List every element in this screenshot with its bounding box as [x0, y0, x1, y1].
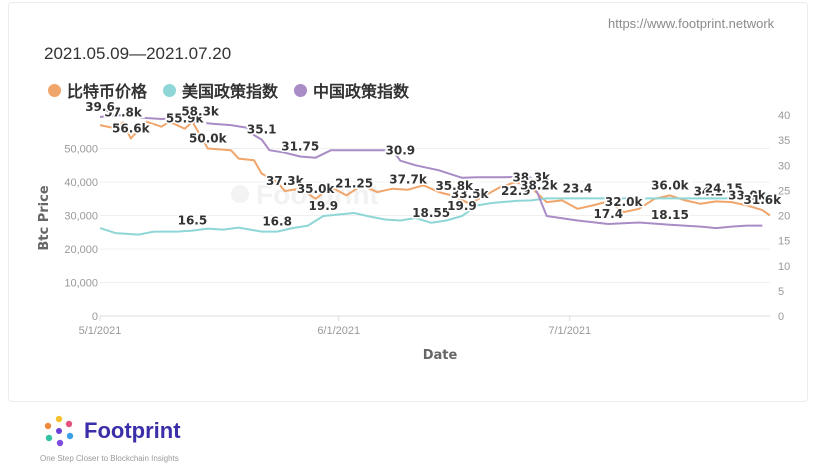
- data-label: 21.25: [335, 177, 373, 191]
- data-label: 39.6: [85, 100, 115, 114]
- data-label: 17.4: [593, 207, 623, 221]
- legend-label-btc-price: 比特币价格: [67, 82, 148, 101]
- y-tick-label: 50,000: [64, 144, 98, 156]
- legend-swatch-us-policy-index: [163, 83, 177, 97]
- watermark-text: Footprint: [256, 179, 379, 210]
- y2-tick-label: 35: [778, 135, 790, 147]
- data-label: 33.0k: [728, 188, 767, 202]
- x-tick-label: 7/1/2021: [548, 325, 591, 337]
- y2-tick-label: 5: [778, 286, 784, 298]
- y2-tick-label: 25: [778, 185, 790, 197]
- source-url[interactable]: https://www.footprint.network: [608, 16, 775, 31]
- data-label: 19.9: [447, 199, 477, 213]
- legend-swatch-cn-policy-index: [294, 83, 308, 97]
- data-label: 16.5: [178, 214, 208, 228]
- legend-label-cn-policy-index: 中国政策指数: [313, 82, 410, 101]
- data-label: 38.2k: [520, 178, 559, 192]
- data-label: 31.75: [281, 139, 319, 153]
- date-range-title: 2021.05.09—2021.07.20: [44, 44, 232, 63]
- gridlines: [100, 148, 770, 317]
- data-label: 50.0k: [189, 132, 228, 146]
- data-label: 34.2: [694, 184, 724, 198]
- data-label: 33.5k: [451, 187, 490, 201]
- watermark-icon: [231, 185, 249, 203]
- data-label: 22.9: [501, 184, 531, 198]
- data-label: 37.7k: [389, 173, 428, 187]
- data-label: 56.6k: [112, 121, 151, 135]
- data-label: 19.9: [309, 199, 339, 213]
- data-label: 36.0k: [651, 178, 690, 192]
- legend-label-us-policy-index: 美国政策指数: [182, 82, 279, 101]
- x-tick-label: 5/1/2021: [79, 325, 122, 337]
- series-lines: [99, 114, 771, 236]
- data-label: 35.8k: [435, 179, 474, 193]
- data-label: 31.6k: [744, 193, 783, 207]
- chart-legend: 比特币价格 美国政策指数 中国政策指数: [48, 78, 409, 102]
- y2-tick-label: 15: [778, 236, 790, 248]
- legend-item-btc-price[interactable]: 比特币价格: [48, 78, 147, 102]
- series-line-1[interactable]: [99, 193, 771, 236]
- chart-card: [8, 2, 808, 402]
- data-label: 58.3k: [181, 105, 220, 119]
- y-axis-title: Btc Price: [37, 185, 52, 250]
- data-label: 55.9k: [166, 112, 205, 126]
- y2-tick-label: 40: [778, 110, 790, 122]
- data-label: 23.4: [563, 181, 593, 195]
- data-label: 32.0k: [605, 195, 644, 209]
- data-label: 35.0k: [297, 182, 336, 196]
- legend-item-cn-policy-index[interactable]: 中国政策指数: [294, 78, 409, 102]
- data-label: 18.55: [412, 206, 450, 220]
- legend-swatch-btc-price: [48, 83, 61, 97]
- y2-tick-label: 30: [778, 160, 790, 172]
- data-label: 16.8: [262, 215, 292, 229]
- y-tick-label: 20,000: [64, 244, 98, 256]
- y2-tick-label: 20: [778, 211, 790, 223]
- y-tick-label: 10,000: [64, 278, 98, 290]
- x-axis-title: Date: [423, 348, 458, 363]
- y2-tick-label: 0: [778, 311, 784, 323]
- data-label: 38.3k: [512, 171, 551, 185]
- legend-item-us-policy-index[interactable]: 美国政策指数: [163, 78, 278, 102]
- brand-name: Footprint: [84, 418, 181, 443]
- y-tick-label: 30,000: [64, 211, 98, 223]
- data-label: 37.3k: [266, 174, 305, 188]
- data-label: 35.1: [247, 123, 277, 137]
- data-label: 57.8k: [104, 105, 143, 119]
- brand-tagline: One Step Closer to Blockchain Insights: [40, 454, 179, 463]
- x-tick-label: 6/1/2021: [317, 325, 360, 337]
- data-label: 24.15: [705, 181, 743, 195]
- brand-logo[interactable]: Footprint: [40, 412, 181, 450]
- y-tick-label: 40,000: [64, 177, 98, 189]
- y-tick-label: 0: [92, 311, 98, 323]
- watermark: Footprint: [231, 179, 379, 210]
- series-line-2[interactable]: [99, 114, 763, 230]
- data-label: 30.9: [386, 144, 416, 158]
- data-label: 18.15: [651, 208, 689, 222]
- axes: 0 10,000 20,000 30,000 40,000 50,000 0 5 10 15 20 2…: [64, 110, 790, 337]
- footprint-logo-icon: [44, 415, 74, 447]
- y2-tick-label: 10: [778, 261, 790, 273]
